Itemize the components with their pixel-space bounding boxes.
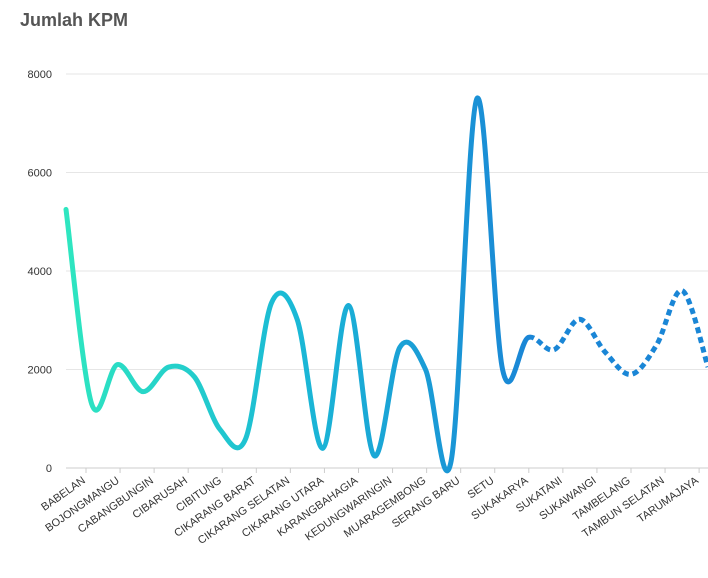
data-point: [372, 454, 376, 458]
data-point: [578, 317, 582, 321]
data-point: [552, 348, 556, 352]
y-tick-label: 6000: [28, 168, 52, 180]
chart-title: Jumlah KPM: [20, 10, 129, 30]
series-line-dashed: [527, 288, 708, 377]
data-point: [167, 365, 171, 369]
data-point: [115, 363, 119, 367]
data-point: [295, 317, 299, 321]
series-line: [63, 95, 708, 474]
data-point: [346, 303, 350, 307]
data-point: [603, 350, 607, 354]
y-axis: 0 2000 4000 6000 8000: [28, 69, 52, 475]
data-point: [501, 368, 505, 372]
grid-lines: [66, 73, 708, 469]
y-tick-label: 8000: [28, 69, 52, 81]
data-point: [526, 335, 530, 339]
data-point: [475, 97, 479, 101]
data-point: [64, 207, 68, 211]
data-point: [321, 446, 325, 450]
data-point: [192, 375, 196, 379]
data-point: [244, 436, 248, 440]
data-point: [269, 301, 273, 305]
data-point: [398, 345, 402, 349]
data-point: [629, 372, 633, 376]
data-point: [424, 368, 428, 372]
data-point: [655, 343, 659, 347]
x-axis: BABELANBOJONGMANGUCABANGBUNGINCIBARUSAHC…: [39, 468, 701, 547]
y-tick-label: 2000: [28, 365, 52, 377]
data-point: [449, 459, 453, 463]
data-point: [680, 289, 684, 293]
data-point: [141, 390, 145, 394]
data-point: [90, 402, 94, 406]
data-point: [218, 428, 222, 432]
x-tick-label: TARUMAJAYA: [635, 474, 701, 525]
series-line-solid: [63, 95, 531, 474]
y-tick-label: 0: [46, 463, 52, 475]
y-tick-label: 4000: [28, 266, 52, 278]
